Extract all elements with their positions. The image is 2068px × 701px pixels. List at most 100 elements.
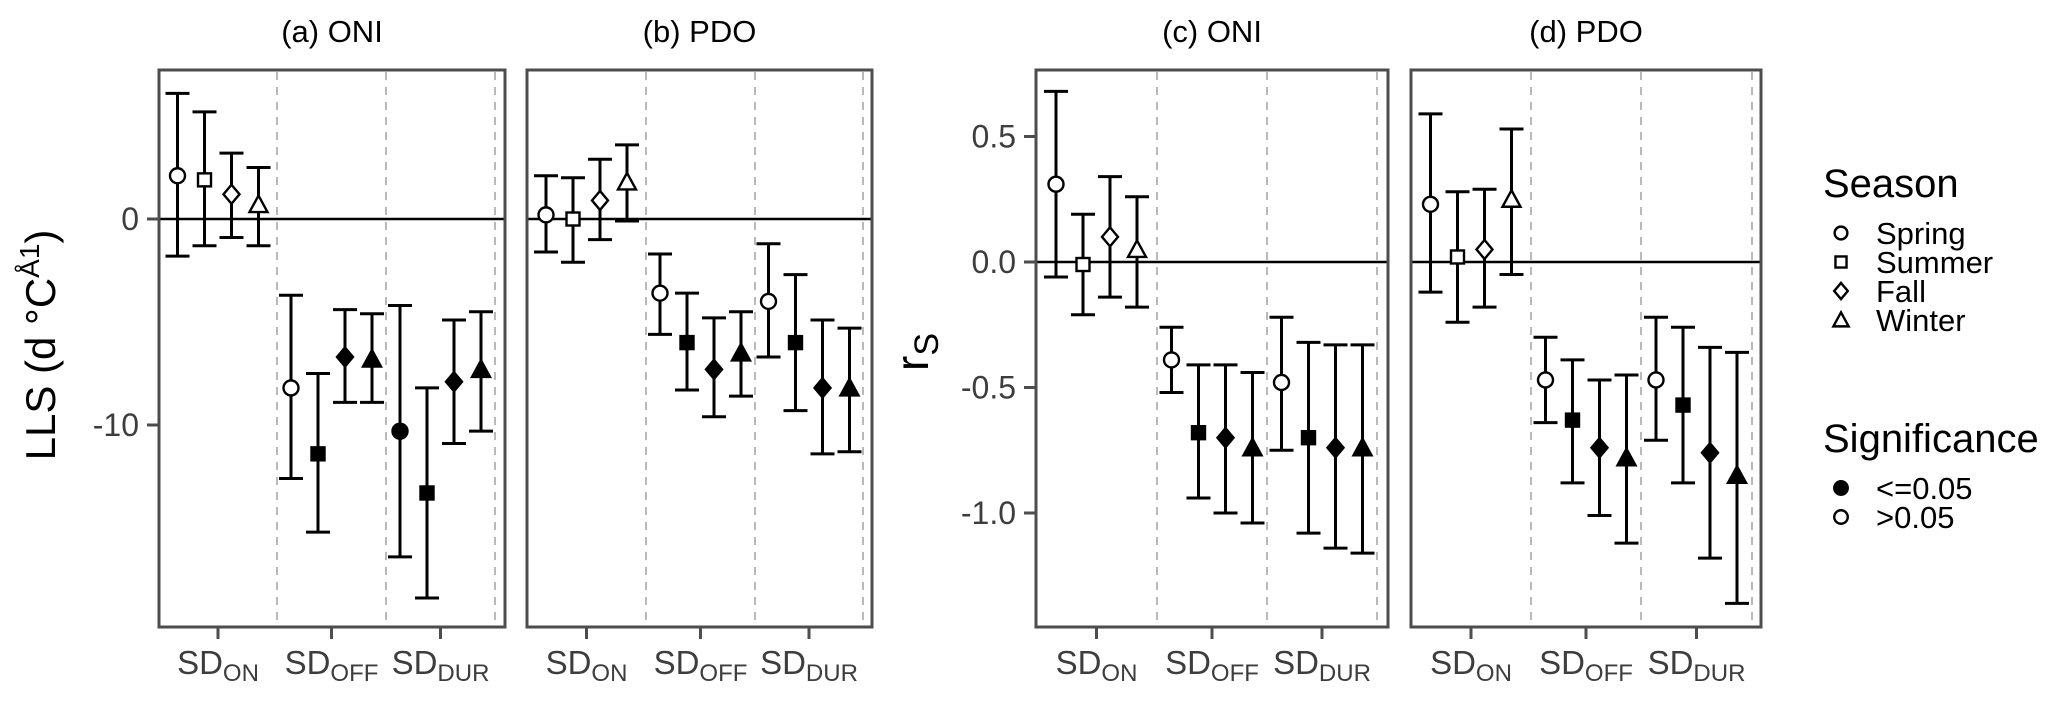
- marker-summer: [1075, 256, 1091, 273]
- marker-spring: [1162, 351, 1181, 369]
- marker-spring: [1272, 373, 1291, 392]
- y-axis-label-rs-sub: S: [908, 333, 946, 356]
- x-tick-label: SDON: [1056, 644, 1138, 687]
- marker-fall: [1589, 436, 1610, 460]
- marker-summer: [1449, 249, 1466, 265]
- marker-winter: [469, 357, 493, 379]
- x-label-sub: OFF: [1211, 660, 1259, 687]
- marker-spring: [1047, 175, 1065, 193]
- marker-winter: [1125, 237, 1149, 259]
- marker-fall: [1325, 436, 1346, 460]
- marker-winter: [1725, 463, 1749, 485]
- marker-winter: [1500, 187, 1523, 208]
- marker-spring: [1536, 371, 1555, 389]
- marker-summer: [419, 485, 435, 501]
- marker-summer: [787, 334, 804, 351]
- y-axis-label-lls: LLS (d °CÅ1): [14, 230, 64, 461]
- legend-significance-label: <=0.05: [1876, 471, 1973, 506]
- marker-spring: [391, 422, 409, 440]
- x-label-main: SD: [546, 644, 592, 681]
- marker-summer: [1300, 430, 1317, 446]
- x-label-sub: ON: [1101, 660, 1137, 687]
- x-tick-label: SDON: [177, 644, 259, 687]
- legend-significance-title: Significance: [1823, 417, 2039, 461]
- legend-significance-label: >0.05: [1876, 500, 1954, 535]
- y-axis-label-lls-close: ): [17, 230, 64, 244]
- x-label-sub: DUR: [806, 660, 858, 687]
- x-label-sub: OFF: [1585, 660, 1633, 687]
- x-tick-label: SDDUR: [1648, 644, 1746, 687]
- x-tick-label: SDON: [1430, 644, 1512, 687]
- x-label-sub: DUR: [1319, 660, 1371, 687]
- marker-spring: [168, 167, 187, 185]
- x-label-sub: ON: [1476, 660, 1512, 687]
- x-label-main: SD: [285, 644, 331, 681]
- marker-fall: [1100, 225, 1120, 249]
- marker-winter: [838, 376, 861, 397]
- marker-spring: [759, 292, 778, 311]
- legend-season-label: Summer: [1876, 245, 1993, 280]
- marker-summer: [1190, 424, 1207, 441]
- x-tick-label: SDOFF: [285, 644, 379, 687]
- x-tick-label: SDOFF: [654, 644, 748, 687]
- legend-winter-icon: [1831, 309, 1851, 328]
- x-label-main: SD: [1430, 644, 1476, 681]
- y-tick-label: -1.0: [961, 495, 1016, 531]
- marker-fall: [335, 345, 355, 369]
- marker-winter: [1615, 446, 1638, 467]
- marker-fall: [812, 376, 833, 400]
- marker-winter: [360, 347, 384, 368]
- y-axis-label-lls-sup: Å1: [14, 244, 45, 278]
- x-label-main: SD: [177, 644, 223, 681]
- y-tick-label: -10: [93, 407, 139, 443]
- marker-summer: [1564, 412, 1581, 428]
- y-tick-label: -0.5: [961, 370, 1016, 406]
- y-tick-label: 0.0: [972, 244, 1016, 280]
- legend-season-label: Fall: [1876, 274, 1926, 309]
- marker-spring: [1647, 371, 1665, 389]
- legend-summer-icon: [1834, 255, 1848, 269]
- panel-title: (d) PDO: [1529, 14, 1643, 49]
- marker-winter: [615, 170, 639, 191]
- marker-fall: [1474, 238, 1495, 261]
- marker-summer: [1675, 397, 1691, 413]
- x-tick-label: SDDUR: [392, 644, 490, 687]
- x-label-sub: OFF: [699, 660, 747, 687]
- panel-title: (a) ONI: [281, 14, 383, 49]
- marker-winter: [729, 341, 753, 362]
- marker-spring: [537, 206, 555, 224]
- x-label-sub: ON: [223, 660, 259, 687]
- marker-winter: [1351, 436, 1374, 457]
- x-tick-label: SDDUR: [1273, 644, 1371, 687]
- x-label-main: SD: [760, 644, 806, 681]
- marker-fall: [1215, 426, 1236, 450]
- y-tick-label: 0: [121, 201, 139, 237]
- marker-fall: [1700, 441, 1720, 465]
- x-label-sub: DUR: [437, 660, 489, 687]
- panel-title: (c) ONI: [1162, 14, 1262, 49]
- y-axis-label-rs-main: r: [886, 356, 938, 371]
- x-label-main: SD: [1056, 644, 1102, 681]
- y-tick-label: 0.5: [972, 119, 1016, 155]
- legend-season-title: Season: [1823, 162, 1959, 206]
- marker-spring: [1421, 195, 1440, 213]
- x-label-sub: OFF: [330, 660, 378, 687]
- x-label-main: SD: [1539, 644, 1585, 681]
- legend-significance-icon: [1833, 480, 1849, 496]
- x-label-sub: ON: [591, 660, 627, 687]
- legend-spring-icon: [1833, 225, 1849, 241]
- marker-fall: [444, 370, 464, 394]
- marker-spring: [282, 379, 300, 397]
- y-axis-label-rs: rS: [886, 333, 946, 371]
- marker-summer: [310, 446, 326, 462]
- marker-summer: [196, 172, 213, 188]
- legend-season-label: Spring: [1876, 216, 1966, 251]
- marker-fall: [590, 189, 610, 212]
- panel-title: (b) PDO: [643, 14, 757, 49]
- x-label-main: SD: [654, 644, 700, 681]
- marker-spring: [651, 284, 669, 302]
- x-tick-label: SDOFF: [1539, 644, 1633, 687]
